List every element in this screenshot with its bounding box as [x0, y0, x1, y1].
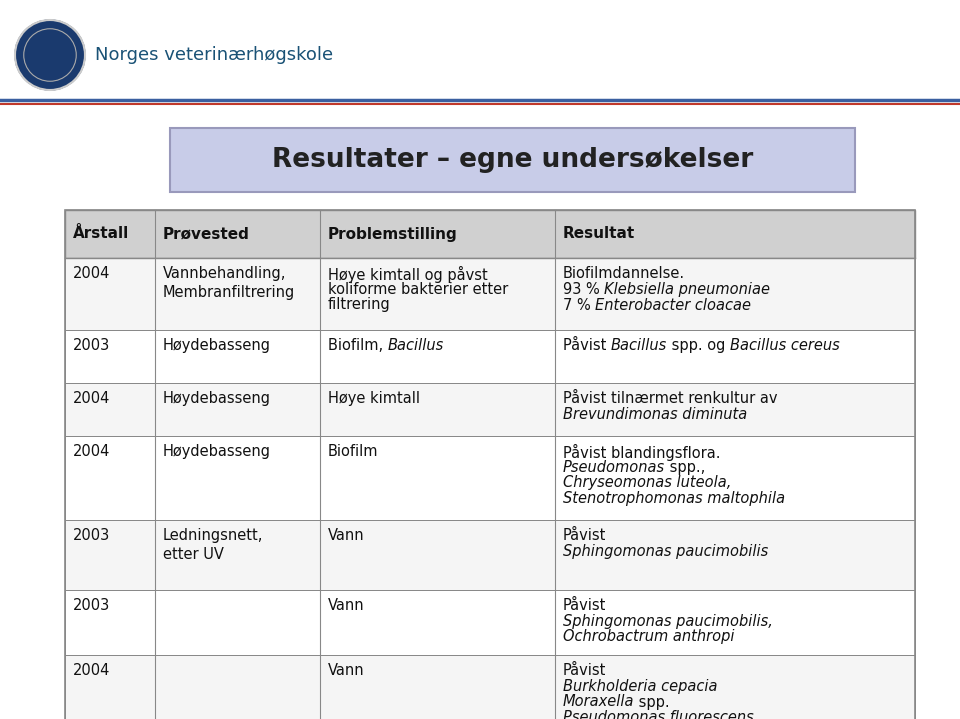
Text: Biofilm,: Biofilm,: [328, 338, 388, 353]
Text: Moraxella: Moraxella: [563, 695, 635, 710]
Circle shape: [15, 20, 85, 90]
Bar: [170, 128, 855, 192]
Text: spp.: spp.: [635, 695, 670, 710]
Text: Chryseomonas luteola,: Chryseomonas luteola,: [563, 475, 732, 490]
Bar: [65, 520, 915, 590]
Text: 93 %: 93 %: [563, 282, 605, 297]
Text: Høydebasseng: Høydebasseng: [163, 391, 271, 406]
Text: Biofilmdannelse.: Biofilmdannelse.: [563, 266, 685, 281]
Text: Vann: Vann: [328, 598, 365, 613]
Text: Påvist: Påvist: [563, 663, 607, 678]
Text: Enterobacter cloacae: Enterobacter cloacae: [595, 298, 752, 313]
Text: 2003: 2003: [73, 528, 110, 543]
Bar: [65, 590, 915, 655]
Text: 2004: 2004: [73, 266, 110, 281]
Text: Påvist tilnærmet renkultur av: Påvist tilnærmet renkultur av: [563, 391, 778, 406]
Text: 2004: 2004: [73, 663, 110, 678]
Text: Vann: Vann: [328, 663, 365, 678]
Text: spp. og: spp. og: [667, 338, 731, 353]
Text: Sphingomonas paucimobilis: Sphingomonas paucimobilis: [563, 544, 768, 559]
Text: Prøvested: Prøvested: [163, 226, 250, 242]
Text: Resultat: Resultat: [563, 226, 636, 242]
Text: 2003: 2003: [73, 598, 110, 613]
Text: Høydebasseng: Høydebasseng: [163, 338, 271, 353]
Text: Påvist: Påvist: [563, 528, 607, 543]
Text: Påvist: Påvist: [563, 598, 607, 613]
Text: filtrering: filtrering: [328, 298, 391, 313]
Text: Burkholderia cepacia: Burkholderia cepacia: [563, 679, 717, 694]
Bar: [65, 258, 915, 330]
Text: 2004: 2004: [73, 444, 110, 459]
Text: Brevundimonas diminuta: Brevundimonas diminuta: [563, 407, 747, 422]
Text: spp.,: spp.,: [665, 459, 706, 475]
Text: Ledningsnett,
etter UV: Ledningsnett, etter UV: [163, 528, 263, 562]
Text: Bacillus: Bacillus: [388, 338, 444, 353]
Text: koliforme bakterier etter: koliforme bakterier etter: [328, 282, 508, 297]
Text: Påvist blandingsflora.: Påvist blandingsflora.: [563, 444, 721, 461]
Text: Biofilm: Biofilm: [328, 444, 378, 459]
Bar: [65, 210, 915, 258]
Text: Høydebasseng: Høydebasseng: [163, 444, 271, 459]
Text: Bacillus cereus: Bacillus cereus: [731, 338, 840, 353]
Bar: [65, 330, 915, 383]
Text: Vann: Vann: [328, 528, 365, 543]
Bar: [65, 210, 915, 719]
Text: Problemstilling: Problemstilling: [328, 226, 458, 242]
Text: Bacillus: Bacillus: [611, 338, 667, 353]
Text: Norges veterinærhøgskole: Norges veterinærhøgskole: [95, 46, 333, 64]
Text: 7 %: 7 %: [563, 298, 595, 313]
Bar: [65, 383, 915, 436]
Text: Klebsiella pneumoniae: Klebsiella pneumoniae: [605, 282, 770, 297]
Text: Påvist: Påvist: [563, 338, 611, 353]
Text: Ochrobactrum anthropi: Ochrobactrum anthropi: [563, 630, 734, 644]
Text: Årstall: Årstall: [73, 226, 130, 242]
Text: Høye kimtall: Høye kimtall: [328, 391, 420, 406]
Bar: [65, 436, 915, 520]
Text: 2004: 2004: [73, 391, 110, 406]
Text: Sphingomonas paucimobilis,: Sphingomonas paucimobilis,: [563, 614, 773, 628]
Text: Pseudomonas: Pseudomonas: [563, 459, 665, 475]
Text: Pseudomonas fluorescens: Pseudomonas fluorescens: [563, 710, 754, 719]
Text: 2003: 2003: [73, 338, 110, 353]
Text: Høye kimtall og påvst: Høye kimtall og påvst: [328, 266, 488, 283]
Bar: [65, 655, 915, 719]
Text: Resultater – egne undersøkelser: Resultater – egne undersøkelser: [272, 147, 754, 173]
Text: Vannbehandling,
Membranfiltrering: Vannbehandling, Membranfiltrering: [163, 266, 296, 301]
Text: Stenotrophomonas maltophila: Stenotrophomonas maltophila: [563, 491, 785, 506]
